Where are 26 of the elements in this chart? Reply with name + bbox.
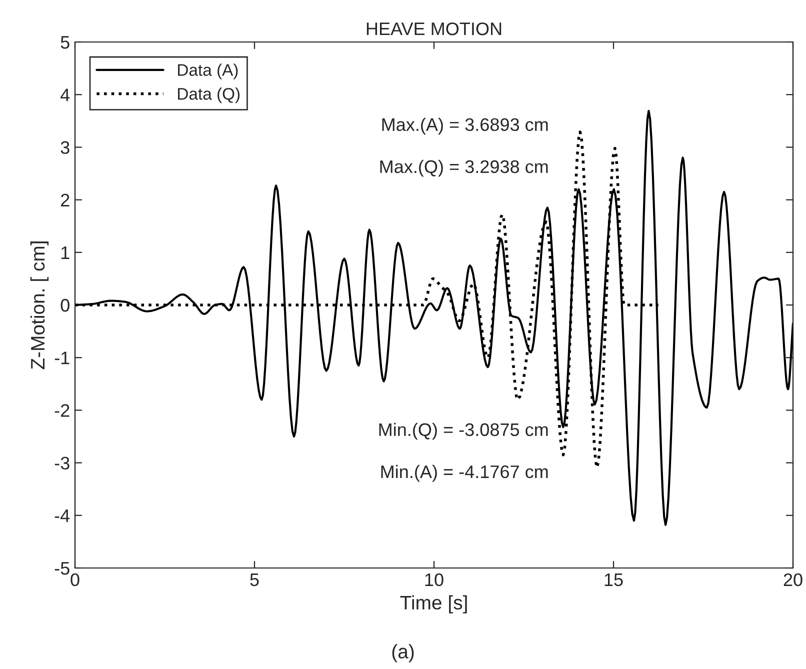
y-tick-label: 5 (60, 36, 70, 49)
y-tick-label: 1 (61, 246, 70, 259)
legend-label: Data (A) (178, 64, 238, 80)
x-tick-label: 20 (784, 573, 802, 586)
y-tick-label: 2 (61, 194, 70, 206)
x-tick-label: 0 (70, 573, 80, 586)
y-tick-label: 0 (60, 298, 70, 312)
x-tick-label: 15 (604, 574, 623, 586)
legend-label: Data (Q) (178, 88, 240, 104)
y-tick-label: -2 (54, 404, 70, 417)
y-axis-title: Z-Motion. [ cm] (30, 242, 49, 370)
x-axis-title: Time [s] (400, 595, 467, 614)
y-tick-label: 4 (60, 88, 70, 102)
chart-title: HEAVE MOTION (366, 22, 502, 36)
annotation: Max.(Q) = 3.2938 cm (380, 160, 548, 177)
y-tick-label: -4 (54, 510, 70, 522)
annotation: Max.(A) = 3.6893 cm (382, 118, 548, 135)
x-tick-label: 10 (425, 573, 444, 586)
y-tick-label: -3 (54, 456, 70, 470)
annotation: Min.(Q) = -3.0875 cm (379, 422, 548, 440)
y-tick-label: -5 (54, 562, 70, 575)
text: (a) (392, 644, 414, 662)
y-tick-label: -1 (54, 352, 70, 364)
x-tick-label: 5 (250, 574, 259, 586)
annotation: Min.(A) = -4.1767 cm (381, 464, 548, 482)
y-tick-label: 3 (60, 141, 70, 154)
